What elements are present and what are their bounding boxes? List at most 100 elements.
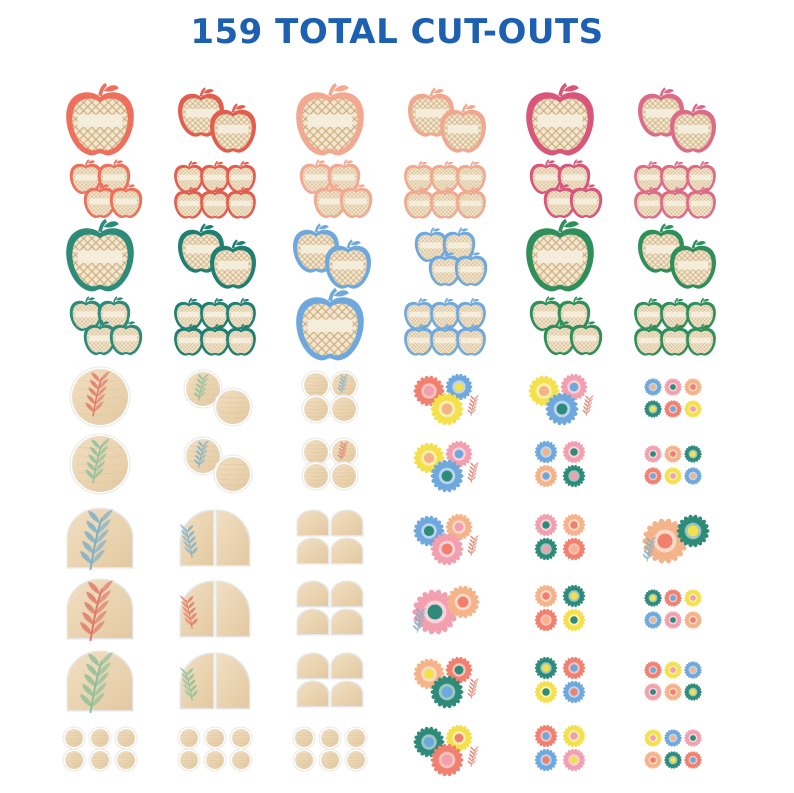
cutout-cell-circle-1	[69, 433, 131, 495]
mandala-flower-cutout	[562, 748, 586, 772]
wood-arch-cutout	[296, 680, 330, 708]
mandala-flower-cutout	[644, 445, 662, 463]
mandala-flower-cutout	[534, 608, 558, 632]
apple-cutout	[529, 296, 563, 332]
cutout-cell-flower-4	[534, 440, 586, 488]
mandala-flower-cutout	[534, 464, 558, 488]
wood-circle-cutout	[62, 726, 86, 750]
mandala-flower-cutout	[534, 656, 558, 680]
mandala-flower-cutout	[684, 611, 702, 629]
cutout-cell-apple-2	[178, 87, 256, 153]
apple-cutout	[296, 287, 364, 361]
wood-circle-cutout	[292, 726, 316, 750]
wood-arch-cutout	[66, 578, 134, 642]
mandala-flower-cutout	[644, 467, 662, 485]
apple-cutout	[296, 82, 364, 156]
cutout-cell-apple-1	[66, 82, 134, 156]
mandala-flower-cutout	[684, 751, 702, 769]
mandala-flower-cutout	[534, 680, 558, 704]
apple-cutout	[174, 186, 204, 219]
cutout-cell-arch-2	[179, 652, 251, 710]
wood-arch-cutout	[215, 509, 251, 567]
wood-circle-cutout	[213, 454, 253, 494]
mandala-flower-cutout	[684, 729, 702, 747]
mandala-flower-cutout	[445, 656, 473, 684]
apple-cutout	[174, 297, 204, 330]
cutout-cell-circle-1	[69, 366, 131, 428]
mandala-flower-cutout	[430, 532, 464, 566]
apple-cutout	[430, 297, 460, 330]
mandala-flower-cutout	[684, 467, 702, 485]
apple-cutout	[686, 160, 716, 193]
cutout-cell-apple-6	[174, 297, 256, 356]
cutout-cell-circle-2	[183, 436, 253, 494]
mandala-flower-cutout	[684, 445, 702, 463]
wood-circle-cutout	[177, 748, 201, 772]
cutout-cell-apple-6	[634, 297, 716, 356]
wood-circle-cutout	[329, 370, 359, 400]
mandala-flower-cutout	[534, 724, 558, 748]
apple-cutout	[69, 159, 103, 195]
mandala-flower-cutout	[545, 392, 579, 426]
cutout-cell-apple-4	[414, 227, 488, 287]
apple-cutout	[686, 323, 716, 356]
mandala-flower-cutout	[562, 608, 586, 632]
mandala-flower-cutout	[445, 373, 473, 401]
apple-cutout	[226, 186, 256, 219]
mandala-flower-cutout	[644, 683, 662, 701]
cutout-cell-flower-6	[644, 445, 702, 485]
cutout-cell-flower-2	[412, 585, 480, 635]
mandala-flower-cutout	[642, 518, 688, 564]
cutout-cell-flower-3	[413, 656, 479, 709]
mandala-flower-cutout	[664, 611, 682, 629]
apple-cutout	[404, 160, 434, 193]
wood-arch-cutout	[330, 537, 364, 565]
apple-cutout	[543, 183, 577, 219]
mandala-flower-cutout	[413, 375, 445, 407]
mandala-flower-cutout	[644, 611, 662, 629]
mandala-flower-cutout	[644, 378, 662, 396]
mandala-flower-cutout	[430, 392, 464, 426]
cutout-cell-arch-1	[66, 650, 134, 714]
apple-cutout	[670, 239, 716, 289]
cutout-cell-apple-4	[69, 296, 143, 356]
apple-cutout	[83, 320, 117, 356]
cutout-cell-apple-6	[174, 160, 256, 219]
mandala-flower-cutout	[644, 661, 662, 679]
wood-arch-cutout	[330, 580, 364, 608]
cutout-cell-circle-6	[292, 726, 368, 772]
cutout-cell-apple-1	[66, 218, 134, 292]
cutout-cell-flower-3	[413, 724, 479, 777]
apple-cutout	[200, 186, 230, 219]
apple-cutout	[430, 323, 460, 356]
wood-arch-cutout	[330, 509, 364, 537]
apple-cutout	[174, 160, 204, 193]
mandala-flower-cutout	[684, 661, 702, 679]
cutout-cell-apple-2	[638, 87, 716, 153]
cutout-cell-apple-1	[296, 287, 364, 361]
wood-circle-cutout	[301, 461, 331, 491]
mandala-flower-cutout	[664, 683, 682, 701]
wood-circle-cutout	[329, 461, 359, 491]
wood-arch-cutout	[296, 580, 330, 608]
wood-circle-cutout	[329, 437, 359, 467]
mandala-flower-cutout	[562, 537, 586, 561]
cutout-cell-circle-6	[177, 726, 253, 772]
cutout-cell-apple-2	[293, 223, 371, 289]
apple-cutout	[414, 227, 448, 263]
cutout-cell-apple-1	[526, 82, 594, 156]
mandala-flower-cutout	[562, 584, 586, 608]
mandala-flower-cutout	[644, 589, 662, 607]
apple-cutout	[634, 297, 664, 330]
cutout-cell-flower-4	[534, 584, 586, 632]
wood-arch-cutout	[296, 608, 330, 636]
mandala-flower-cutout	[644, 751, 662, 769]
apple-cutout	[454, 251, 488, 287]
wood-circle-cutout	[318, 748, 342, 772]
apple-cutout	[660, 160, 690, 193]
mandala-flower-cutout	[664, 467, 682, 485]
cutout-cell-flower-4	[534, 724, 586, 772]
mandala-flower-cutout	[430, 675, 464, 709]
apple-cutout	[660, 186, 690, 219]
wood-circle-cutout	[301, 394, 331, 424]
